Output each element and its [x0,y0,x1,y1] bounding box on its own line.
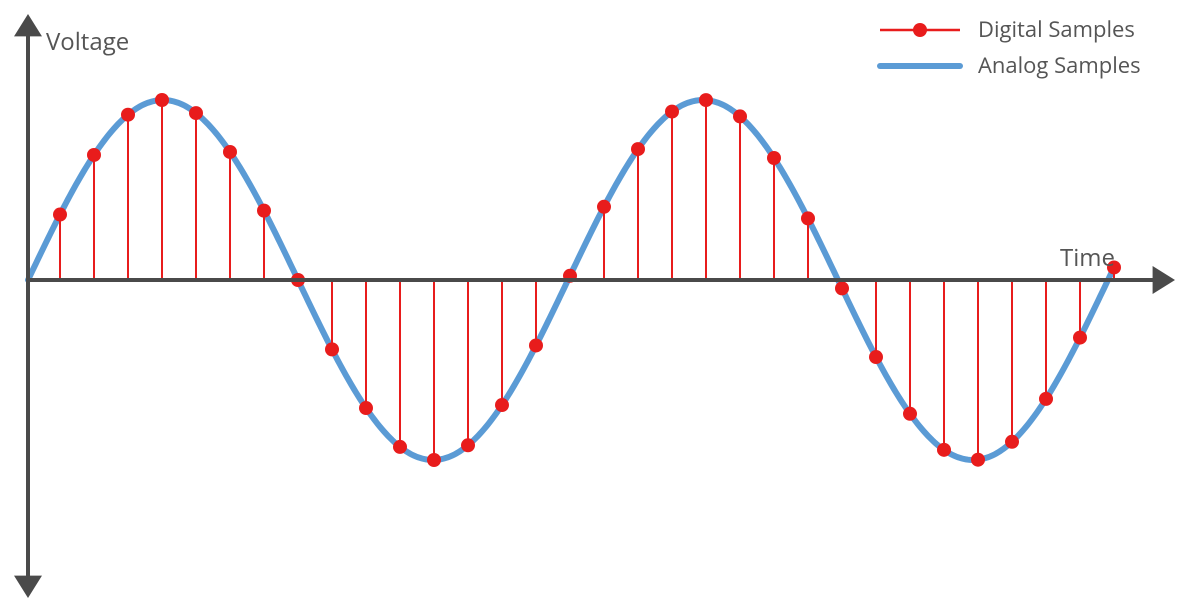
sample-marker [1073,331,1087,345]
sample-marker [121,108,135,122]
sample-marker [801,211,815,225]
sample-marker [1039,392,1053,406]
sample-marker [461,438,475,452]
sample-marker [223,145,237,159]
y-axis-arrow-up [14,14,42,36]
sample-marker [903,407,917,421]
sample-marker [529,338,543,352]
sample-marker [835,281,849,295]
sample-marker [971,453,985,467]
sample-marker [359,401,373,415]
legend-swatch-marker [913,23,927,37]
sample-marker [1005,435,1019,449]
sample-marker [631,142,645,156]
sample-marker [53,208,67,222]
sample-marker [427,453,441,467]
y-axis-label: Voltage [46,25,129,58]
sample-marker [767,151,781,165]
sample-marker [257,204,271,218]
sample-marker [495,398,509,412]
legend-label: Analog Samples [978,50,1141,80]
sampling-chart: Voltage Time Digital Samples Analog Samples [0,0,1200,612]
sample-marker [937,443,951,457]
legend: Digital Samples Analog Samples [880,14,1141,80]
y-axis-arrow-down [14,576,42,598]
sample-marker [393,440,407,454]
sample-marker [597,200,611,214]
x-axis-arrow [1153,266,1175,294]
sample-marker [87,148,101,162]
sample-marker [665,105,679,119]
legend-label: Digital Samples [978,14,1135,44]
sample-marker [325,342,339,356]
sample-marker [155,93,169,107]
x-axis-label: Time [1060,241,1115,274]
sample-marker [869,350,883,364]
sample-marker [733,109,747,123]
sample-marker [699,93,713,107]
sample-marker [189,106,203,120]
